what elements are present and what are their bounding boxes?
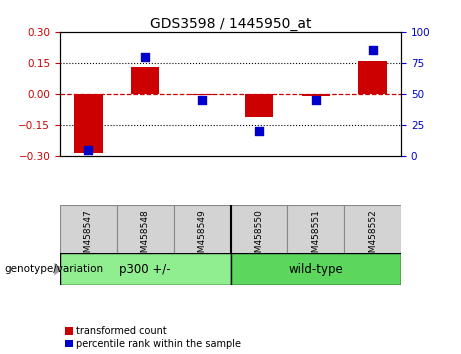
Point bbox=[312, 97, 319, 103]
Text: wild-type: wild-type bbox=[289, 263, 343, 275]
Bar bbox=[344, 205, 401, 253]
Point bbox=[85, 147, 92, 152]
Text: GSM458548: GSM458548 bbox=[141, 209, 150, 264]
Point bbox=[369, 47, 376, 53]
Text: GSM458551: GSM458551 bbox=[311, 209, 320, 264]
Title: GDS3598 / 1445950_at: GDS3598 / 1445950_at bbox=[150, 17, 311, 31]
Legend: transformed count, percentile rank within the sample: transformed count, percentile rank withi… bbox=[65, 326, 242, 349]
Bar bbox=[131, 67, 160, 94]
Text: genotype/variation: genotype/variation bbox=[5, 264, 104, 274]
Bar bbox=[358, 61, 387, 94]
Bar bbox=[117, 205, 174, 253]
Polygon shape bbox=[54, 263, 63, 275]
Text: GSM458549: GSM458549 bbox=[198, 209, 207, 264]
Bar bbox=[174, 205, 230, 253]
Bar bbox=[230, 205, 287, 253]
Text: GSM458547: GSM458547 bbox=[84, 209, 93, 264]
Bar bbox=[188, 94, 216, 95]
Bar bbox=[74, 94, 102, 153]
Bar bbox=[245, 94, 273, 116]
Bar bbox=[230, 253, 401, 285]
Text: p300 +/-: p300 +/- bbox=[119, 263, 171, 275]
Bar bbox=[60, 253, 230, 285]
Bar bbox=[301, 94, 330, 96]
Text: GSM458552: GSM458552 bbox=[368, 209, 377, 264]
Text: GSM458550: GSM458550 bbox=[254, 209, 263, 264]
Bar bbox=[60, 205, 117, 253]
Bar bbox=[287, 205, 344, 253]
Point bbox=[198, 97, 206, 103]
Point bbox=[255, 128, 263, 134]
Point bbox=[142, 54, 149, 59]
